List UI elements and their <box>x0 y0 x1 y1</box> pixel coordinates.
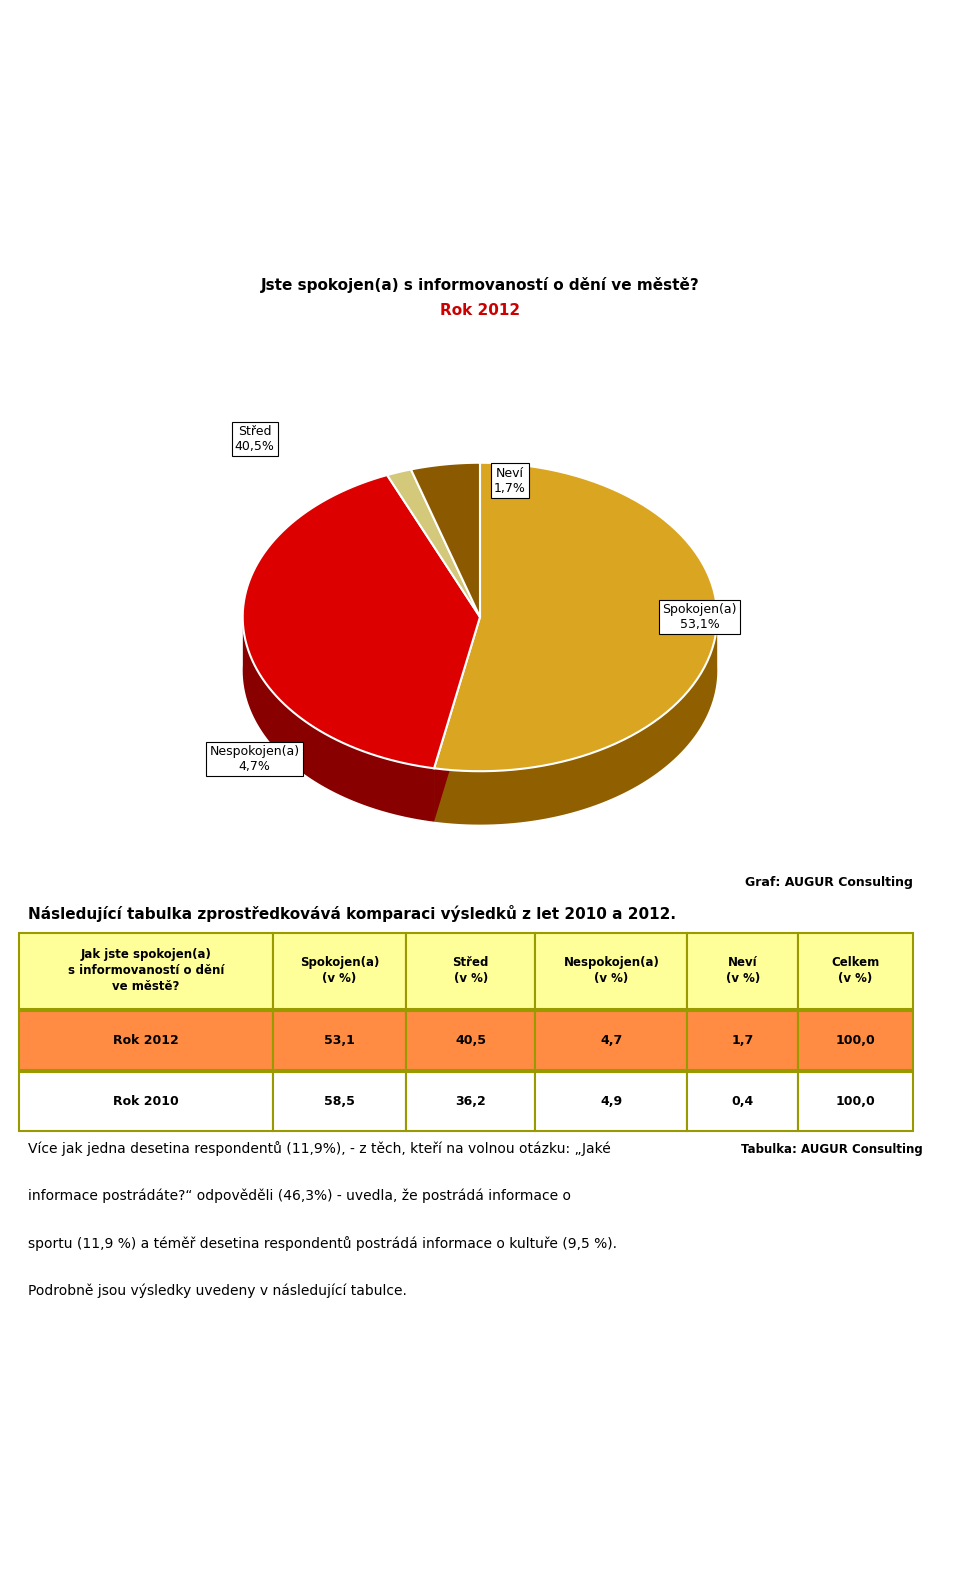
Text: 4,7: 4,7 <box>600 1033 622 1047</box>
Text: 36,2: 36,2 <box>455 1095 486 1107</box>
Text: Jste spokojen(a) s informovaností o dění ve městě?: Jste spokojen(a) s informovaností o dění… <box>260 277 700 293</box>
Text: 58,5: 58,5 <box>324 1095 355 1107</box>
Text: 100,0: 100,0 <box>835 1095 876 1107</box>
FancyBboxPatch shape <box>19 1011 273 1069</box>
Polygon shape <box>434 617 480 821</box>
FancyBboxPatch shape <box>19 933 273 1009</box>
FancyBboxPatch shape <box>536 1073 687 1131</box>
FancyBboxPatch shape <box>406 1011 536 1069</box>
FancyBboxPatch shape <box>273 933 406 1009</box>
Polygon shape <box>434 617 480 821</box>
FancyBboxPatch shape <box>406 933 536 1009</box>
FancyBboxPatch shape <box>798 1073 913 1131</box>
Text: Rok 2012: Rok 2012 <box>113 1033 179 1047</box>
Polygon shape <box>434 462 717 770</box>
Text: 0,4: 0,4 <box>732 1095 754 1107</box>
Text: Rok 2012: Rok 2012 <box>440 302 520 318</box>
Text: informace postrádáte?“ odpověděli (46,3%) - uvedla, že postrádá informace o: informace postrádáte?“ odpověděli (46,3%… <box>29 1188 571 1202</box>
Polygon shape <box>243 475 480 769</box>
FancyBboxPatch shape <box>798 1011 913 1069</box>
Text: Nespokojen(a)
4,7%: Nespokojen(a) 4,7% <box>209 745 300 774</box>
Text: Graf: AUGUR Consulting: Graf: AUGUR Consulting <box>745 876 913 889</box>
FancyBboxPatch shape <box>798 933 913 1009</box>
Polygon shape <box>434 612 717 824</box>
Text: 40,5: 40,5 <box>455 1033 487 1047</box>
Text: Střed
(v %): Střed (v %) <box>452 957 489 986</box>
Text: Neví
(v %): Neví (v %) <box>726 957 759 986</box>
Text: 4,9: 4,9 <box>600 1095 622 1107</box>
Text: Podrobně jsou výsledky uvedeny v následující tabulce.: Podrobně jsou výsledky uvedeny v následu… <box>29 1283 407 1297</box>
Text: Více jak jedna desetina respondentů (11,9%), - z těch, kteří na volnou otázku: „: Více jak jedna desetina respondentů (11,… <box>29 1141 612 1156</box>
Text: Střed
40,5%: Střed 40,5% <box>234 426 275 452</box>
Text: Spokojen(a)
(v %): Spokojen(a) (v %) <box>300 957 379 986</box>
FancyBboxPatch shape <box>687 933 798 1009</box>
FancyBboxPatch shape <box>273 1073 406 1131</box>
Polygon shape <box>411 462 480 617</box>
FancyBboxPatch shape <box>273 1011 406 1069</box>
Polygon shape <box>243 612 434 821</box>
FancyBboxPatch shape <box>536 933 687 1009</box>
Text: 1,7: 1,7 <box>732 1033 754 1047</box>
Text: Neví
1,7%: Neví 1,7% <box>493 467 526 495</box>
Text: Celkem
(v %): Celkem (v %) <box>831 957 879 986</box>
Polygon shape <box>387 470 480 617</box>
Text: Jak jste spokojen(a)
s informovaností o dění
ve městě?: Jak jste spokojen(a) s informovaností o … <box>68 949 224 993</box>
Text: Rok 2010: Rok 2010 <box>113 1095 179 1107</box>
Text: sportu (11,9 %) a téměř desetina respondentů postrádá informace o kultuře (9,5 %: sportu (11,9 %) a téměř desetina respond… <box>29 1236 617 1251</box>
Text: Následující tabulka zprostředkovává komparaci výsledků z let 2010 a 2012.: Následující tabulka zprostředkovává komp… <box>29 905 677 922</box>
Text: 53,1: 53,1 <box>324 1033 355 1047</box>
FancyBboxPatch shape <box>687 1073 798 1131</box>
Text: Nespokojen(a)
(v %): Nespokojen(a) (v %) <box>564 957 660 986</box>
FancyBboxPatch shape <box>536 1011 687 1069</box>
Text: 100,0: 100,0 <box>835 1033 876 1047</box>
FancyBboxPatch shape <box>406 1073 536 1131</box>
FancyBboxPatch shape <box>687 1011 798 1069</box>
Text: Tabulka: AUGUR Consulting: Tabulka: AUGUR Consulting <box>740 1142 923 1156</box>
Text: Spokojen(a)
53,1%: Spokojen(a) 53,1% <box>662 603 736 631</box>
FancyBboxPatch shape <box>19 1073 273 1131</box>
